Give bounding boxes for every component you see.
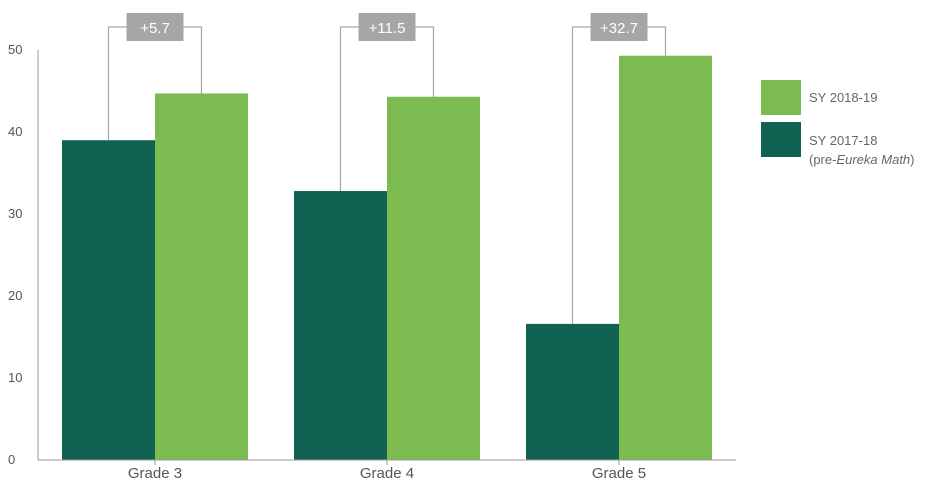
y-tick-label: 10 bbox=[8, 370, 22, 385]
x-axis: Grade 3 Grade 4 Grade 5 bbox=[38, 459, 736, 482]
bar-sy-2018-19 bbox=[155, 93, 248, 461]
y-tick-label: 40 bbox=[8, 124, 22, 139]
legend: SY 2018-19 SY 2017-18 (pre-Eureka Math) bbox=[761, 80, 915, 167]
bar-sy-2018-19 bbox=[387, 96, 480, 461]
legend-label-sy-2018-19: SY 2018-19 bbox=[809, 90, 877, 105]
difference-label: +5.7 bbox=[140, 20, 170, 37]
legend-label-sy-2017-18: SY 2017-18 bbox=[809, 133, 877, 148]
y-tick-label: 0 bbox=[8, 452, 15, 467]
bar-sy-2017-18 bbox=[526, 323, 619, 460]
bar-sy-2017-18 bbox=[62, 140, 155, 460]
y-axis: 0 10 20 30 40 50 bbox=[8, 42, 39, 467]
legend-swatch-sy-2017-18 bbox=[761, 122, 801, 157]
difference-badge bbox=[126, 13, 184, 41]
y-tick-label: 30 bbox=[8, 206, 22, 221]
difference-label: +32.7 bbox=[600, 20, 638, 37]
y-tick-label: 20 bbox=[8, 288, 22, 303]
difference-badge bbox=[590, 13, 648, 41]
x-category-label: Grade 5 bbox=[592, 465, 646, 482]
bars bbox=[62, 55, 712, 461]
bar-sy-2017-18 bbox=[294, 191, 387, 461]
difference-badge bbox=[358, 13, 416, 41]
x-category-label: Grade 4 bbox=[360, 465, 414, 482]
legend-label-sy-2017-18-note: (pre-Eureka Math) bbox=[809, 152, 915, 167]
difference-label: +11.5 bbox=[369, 20, 406, 37]
difference-brackets: +5.7 +11.5 +32.7 bbox=[107, 13, 667, 324]
x-category-label: Grade 3 bbox=[128, 465, 182, 482]
legend-swatch-sy-2018-19 bbox=[761, 80, 801, 115]
y-tick-label: 50 bbox=[8, 42, 22, 57]
bar-sy-2018-19 bbox=[619, 55, 712, 461]
